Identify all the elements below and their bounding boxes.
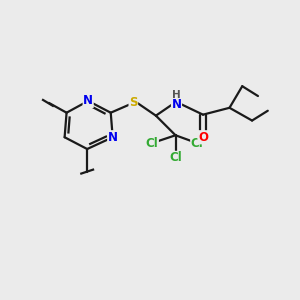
Text: S: S [129,96,138,110]
Text: N: N [83,94,93,107]
Text: N: N [172,98,182,111]
Text: H: H [172,90,181,100]
Text: Cl: Cl [169,152,182,164]
Text: Cl: Cl [146,136,158,150]
Text: Cl: Cl [191,136,203,150]
Text: N: N [108,131,118,144]
Text: O: O [198,131,208,144]
